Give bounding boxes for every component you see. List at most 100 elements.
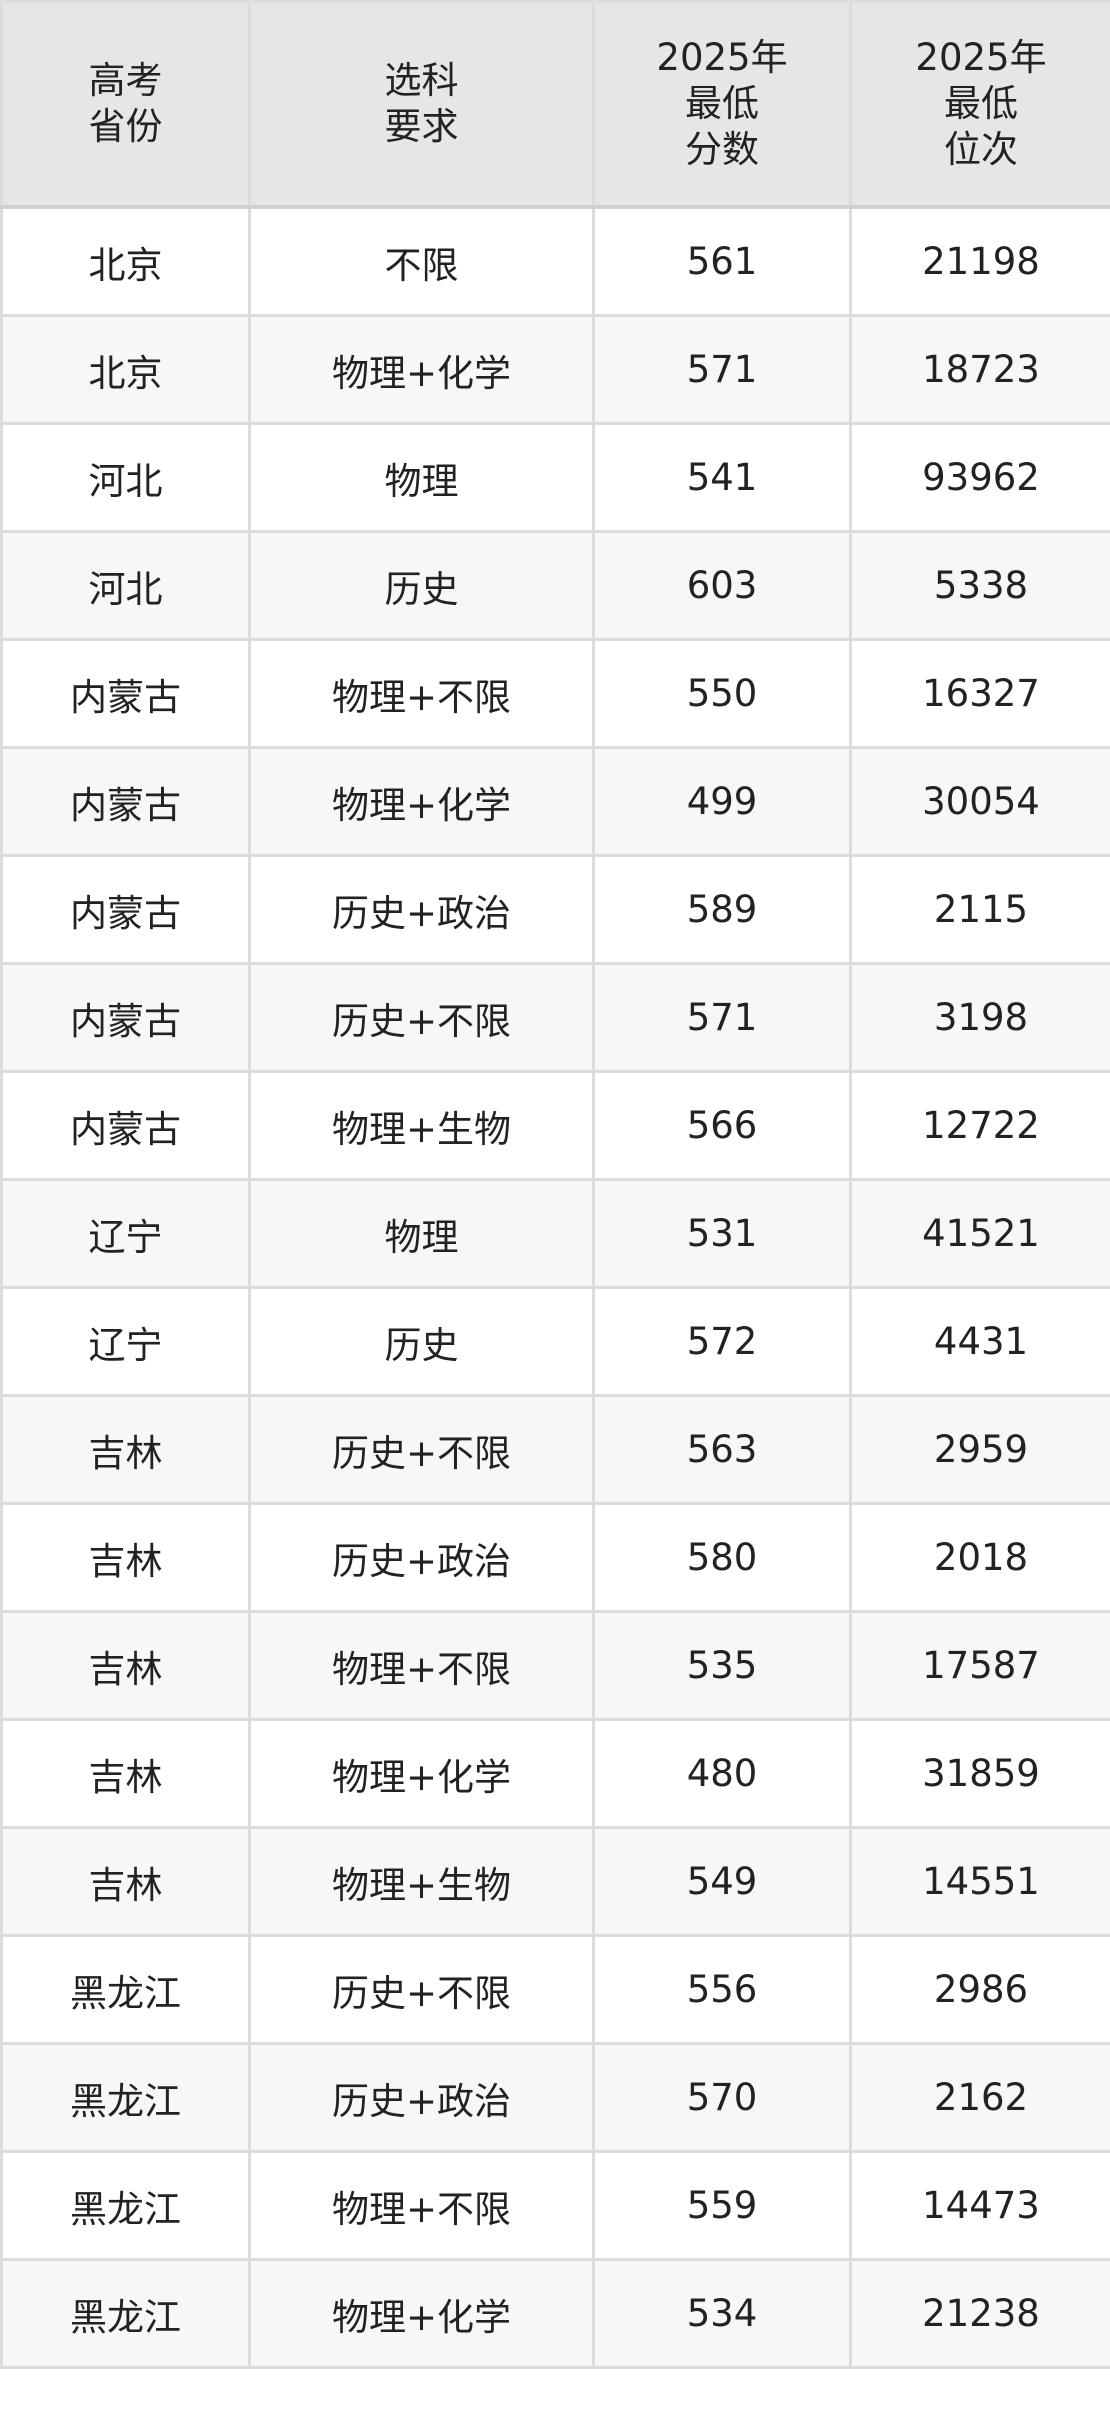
score-cell: 563 xyxy=(592,1394,852,1505)
score-cell: 566 xyxy=(592,1070,852,1181)
rank-cell: 30054 xyxy=(849,746,1110,857)
subject-cell: 物理+生物 xyxy=(248,1070,595,1181)
table-row: 黑龙江 物理+不限 559 14473 xyxy=(0,2150,1110,2261)
subject-cell: 物理+化学 xyxy=(248,746,595,857)
score-cell: 549 xyxy=(592,1826,852,1937)
province-cell: 内蒙古 xyxy=(0,962,251,1073)
subject-cell: 历史+政治 xyxy=(248,1502,595,1613)
province-cell: 北京 xyxy=(0,205,251,317)
table-row: 内蒙古 物理+生物 566 12722 xyxy=(0,1070,1110,1181)
rank-cell: 12722 xyxy=(849,1070,1110,1181)
rank-cell: 14473 xyxy=(849,2150,1110,2261)
rank-cell: 2115 xyxy=(849,854,1110,965)
score-cell: 541 xyxy=(592,422,852,533)
rank-cell: 14551 xyxy=(849,1826,1110,1937)
subject-cell: 历史+不限 xyxy=(248,962,595,1073)
score-cell: 572 xyxy=(592,1286,852,1397)
score-cell: 571 xyxy=(592,962,852,1073)
rank-cell: 21238 xyxy=(849,2258,1110,2369)
subject-cell: 物理+不限 xyxy=(248,1610,595,1721)
table-row: 吉林 物理+化学 480 31859 xyxy=(0,1718,1110,1829)
rank-cell: 5338 xyxy=(849,530,1110,641)
province-cell: 吉林 xyxy=(0,1718,251,1829)
table-row: 北京 物理+化学 571 18723 xyxy=(0,314,1110,425)
header-line: 要求 xyxy=(384,105,459,148)
rank-cell: 2162 xyxy=(849,2042,1110,2153)
subject-cell: 历史+不限 xyxy=(248,1394,595,1505)
header-subject-requirement: 选科 要求 xyxy=(248,0,595,209)
score-cell: 534 xyxy=(592,2258,852,2369)
header-line: 最低 xyxy=(944,82,1018,125)
header-line: 最低 xyxy=(685,82,759,125)
province-cell: 黑龙江 xyxy=(0,2258,251,2369)
header-line: 省份 xyxy=(88,105,163,148)
subject-cell: 物理+不限 xyxy=(248,2150,595,2261)
province-cell: 内蒙古 xyxy=(0,746,251,857)
score-cell: 499 xyxy=(592,746,852,857)
province-cell: 内蒙古 xyxy=(0,1070,251,1181)
score-cell: 589 xyxy=(592,854,852,965)
rank-cell: 2018 xyxy=(849,1502,1110,1613)
subject-cell: 物理+化学 xyxy=(248,314,595,425)
province-cell: 河北 xyxy=(0,530,251,641)
table-header-row: 高考 省份 选科 要求 2025年 最低 分数 2025年 最低 位次 xyxy=(0,0,1110,209)
table-row: 辽宁 物理 531 41521 xyxy=(0,1178,1110,1289)
score-cell: 571 xyxy=(592,314,852,425)
table-row: 内蒙古 历史+不限 571 3198 xyxy=(0,962,1110,1073)
score-cell: 570 xyxy=(592,2042,852,2153)
score-cell: 580 xyxy=(592,1502,852,1613)
rank-cell: 18723 xyxy=(849,314,1110,425)
province-cell: 吉林 xyxy=(0,1394,251,1505)
table-row: 北京 不限 561 21198 xyxy=(0,205,1110,317)
score-cell: 561 xyxy=(592,205,852,317)
table-row: 吉林 历史+不限 563 2959 xyxy=(0,1394,1110,1505)
score-cell: 603 xyxy=(592,530,852,641)
province-cell: 北京 xyxy=(0,314,251,425)
header-province: 高考 省份 xyxy=(0,0,251,209)
province-cell: 黑龙江 xyxy=(0,1934,251,2045)
score-cell: 480 xyxy=(592,1718,852,1829)
rank-cell: 93962 xyxy=(849,422,1110,533)
table-row: 内蒙古 历史+政治 589 2115 xyxy=(0,854,1110,965)
province-cell: 吉林 xyxy=(0,1826,251,1937)
province-cell: 内蒙古 xyxy=(0,638,251,749)
province-cell: 黑龙江 xyxy=(0,2150,251,2261)
table-row: 吉林 物理+生物 549 14551 xyxy=(0,1826,1110,1937)
subject-cell: 物理 xyxy=(248,1178,595,1289)
table-row: 河北 物理 541 93962 xyxy=(0,422,1110,533)
table-row: 黑龙江 历史+不限 556 2986 xyxy=(0,1934,1110,2045)
rank-cell: 31859 xyxy=(849,1718,1110,1829)
subject-cell: 物理+化学 xyxy=(248,2258,595,2369)
score-cell: 550 xyxy=(592,638,852,749)
header-line: 选科 xyxy=(384,59,459,102)
subject-cell: 物理+生物 xyxy=(248,1826,595,1937)
table-row: 内蒙古 物理+化学 499 30054 xyxy=(0,746,1110,857)
table-row: 河北 历史 603 5338 xyxy=(0,530,1110,641)
subject-cell: 历史 xyxy=(248,1286,595,1397)
province-cell: 吉林 xyxy=(0,1610,251,1721)
admission-score-table: 高考 省份 选科 要求 2025年 最低 分数 2025年 最低 位次 北京 不限 561 211… xyxy=(0,0,1110,2369)
rank-cell: 2986 xyxy=(849,1934,1110,2045)
subject-cell: 历史 xyxy=(248,530,595,641)
score-cell: 531 xyxy=(592,1178,852,1289)
province-cell: 辽宁 xyxy=(0,1178,251,1289)
subject-cell: 历史+政治 xyxy=(248,854,595,965)
subject-cell: 物理+化学 xyxy=(248,1718,595,1829)
province-cell: 河北 xyxy=(0,422,251,533)
province-cell: 吉林 xyxy=(0,1502,251,1613)
subject-cell: 历史+政治 xyxy=(248,2042,595,2153)
rank-cell: 3198 xyxy=(849,962,1110,1073)
header-min-score: 2025年 最低 分数 xyxy=(592,0,852,209)
rank-cell: 21198 xyxy=(849,205,1110,317)
table-row: 内蒙古 物理+不限 550 16327 xyxy=(0,638,1110,749)
subject-cell: 历史+不限 xyxy=(248,1934,595,2045)
table-row: 吉林 物理+不限 535 17587 xyxy=(0,1610,1110,1721)
table-row: 黑龙江 物理+化学 534 21238 xyxy=(0,2258,1110,2369)
table-row: 吉林 历史+政治 580 2018 xyxy=(0,1502,1110,1613)
header-line: 2025年 xyxy=(915,36,1047,79)
subject-cell: 物理+不限 xyxy=(248,638,595,749)
table-row: 辽宁 历史 572 4431 xyxy=(0,1286,1110,1397)
rank-cell: 16327 xyxy=(849,638,1110,749)
province-cell: 黑龙江 xyxy=(0,2042,251,2153)
table-row: 黑龙江 历史+政治 570 2162 xyxy=(0,2042,1110,2153)
